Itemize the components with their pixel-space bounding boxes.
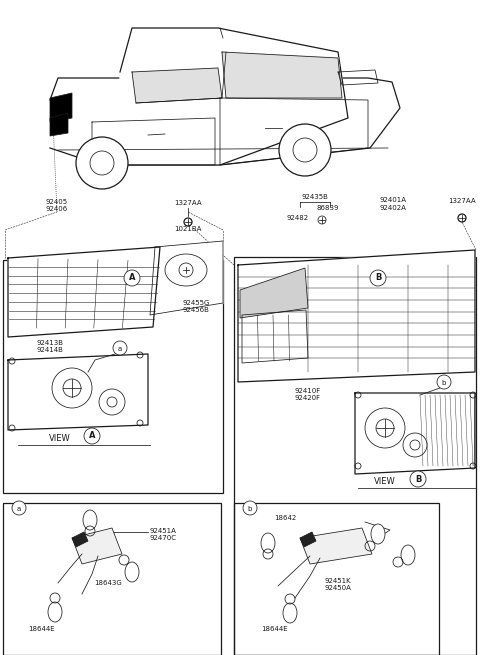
Text: 92451K
92450A: 92451K 92450A bbox=[324, 578, 351, 591]
Circle shape bbox=[243, 501, 257, 515]
Circle shape bbox=[124, 270, 140, 286]
Polygon shape bbox=[150, 241, 223, 315]
Text: 92401A
92402A: 92401A 92402A bbox=[380, 198, 407, 211]
Circle shape bbox=[184, 218, 192, 226]
Polygon shape bbox=[300, 528, 372, 564]
Polygon shape bbox=[240, 268, 308, 318]
Circle shape bbox=[410, 471, 426, 487]
Ellipse shape bbox=[125, 562, 139, 582]
Ellipse shape bbox=[83, 510, 97, 530]
Text: b: b bbox=[248, 506, 252, 512]
Polygon shape bbox=[72, 532, 88, 547]
Text: a: a bbox=[17, 506, 21, 512]
Polygon shape bbox=[8, 354, 148, 430]
Text: 1021BA: 1021BA bbox=[174, 226, 202, 232]
Text: 18642: 18642 bbox=[274, 515, 296, 521]
Text: 1327AA: 1327AA bbox=[174, 200, 202, 206]
Text: A: A bbox=[129, 274, 135, 282]
Polygon shape bbox=[8, 247, 160, 337]
Polygon shape bbox=[238, 250, 475, 382]
Text: 92413B
92414B: 92413B 92414B bbox=[36, 340, 63, 354]
Polygon shape bbox=[222, 52, 342, 98]
Polygon shape bbox=[50, 93, 72, 122]
Ellipse shape bbox=[401, 545, 415, 565]
Text: 18644E: 18644E bbox=[262, 626, 288, 632]
Text: 92435B: 92435B bbox=[301, 194, 328, 200]
Text: B: B bbox=[375, 274, 381, 282]
Text: 92451A
92470C: 92451A 92470C bbox=[150, 528, 177, 542]
Ellipse shape bbox=[261, 533, 275, 553]
Text: 92405
92406: 92405 92406 bbox=[46, 198, 68, 212]
Polygon shape bbox=[355, 393, 475, 474]
Ellipse shape bbox=[371, 524, 385, 544]
Polygon shape bbox=[300, 532, 316, 547]
Circle shape bbox=[318, 216, 326, 224]
Circle shape bbox=[12, 501, 26, 515]
Circle shape bbox=[437, 375, 451, 389]
Polygon shape bbox=[50, 113, 68, 136]
Text: VIEW: VIEW bbox=[49, 434, 71, 443]
Ellipse shape bbox=[48, 602, 62, 622]
Circle shape bbox=[279, 124, 331, 176]
Circle shape bbox=[113, 341, 127, 355]
Text: 86839: 86839 bbox=[317, 205, 339, 211]
Circle shape bbox=[458, 214, 466, 222]
Ellipse shape bbox=[283, 603, 297, 623]
Polygon shape bbox=[132, 68, 222, 103]
Text: A: A bbox=[89, 432, 95, 441]
Text: a: a bbox=[118, 346, 122, 352]
Text: 92455G
92456B: 92455G 92456B bbox=[182, 300, 210, 314]
Polygon shape bbox=[120, 28, 348, 165]
Text: b: b bbox=[442, 380, 446, 386]
Polygon shape bbox=[50, 78, 400, 165]
Text: VIEW: VIEW bbox=[374, 477, 396, 486]
Text: 18643G: 18643G bbox=[94, 580, 122, 586]
Text: 18644E: 18644E bbox=[29, 626, 55, 632]
Text: B: B bbox=[415, 474, 421, 483]
Text: 92410F
92420F: 92410F 92420F bbox=[295, 388, 321, 402]
Text: 92482: 92482 bbox=[287, 215, 309, 221]
Circle shape bbox=[370, 270, 386, 286]
Circle shape bbox=[84, 428, 100, 444]
Text: 1327AA: 1327AA bbox=[448, 198, 476, 204]
Circle shape bbox=[76, 137, 128, 189]
Polygon shape bbox=[72, 528, 122, 564]
